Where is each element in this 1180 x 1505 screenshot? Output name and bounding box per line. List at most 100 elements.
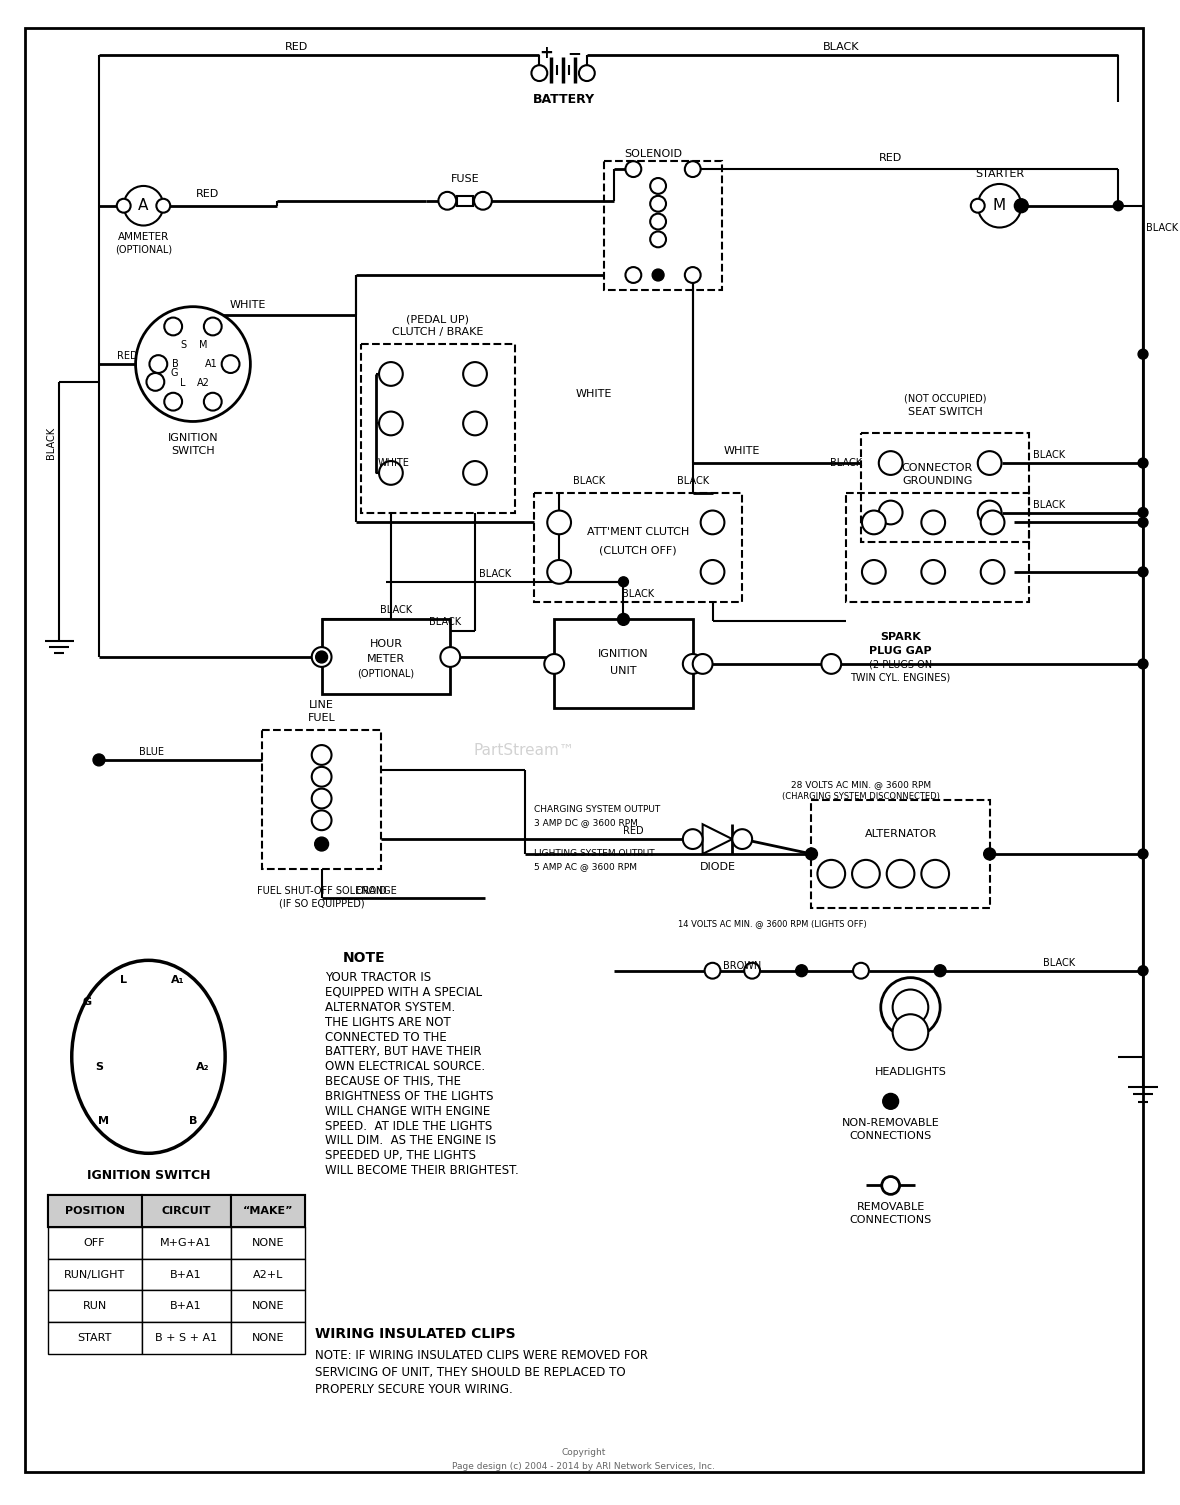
- Text: S: S: [181, 340, 186, 351]
- Bar: [47, 1321, 142, 1353]
- Text: POSITION: POSITION: [65, 1206, 124, 1216]
- Circle shape: [312, 768, 332, 787]
- Text: CHARGING SYSTEM OUTPUT: CHARGING SYSTEM OUTPUT: [535, 805, 661, 814]
- Bar: [230, 1195, 304, 1227]
- Text: PLUG GAP: PLUG GAP: [870, 646, 932, 656]
- Circle shape: [653, 269, 664, 281]
- Text: BLACK: BLACK: [1043, 957, 1075, 968]
- Text: WHITE: WHITE: [725, 445, 760, 456]
- Text: (CHARGING SYSTEM DISCONNECTED): (CHARGING SYSTEM DISCONNECTED): [782, 792, 940, 801]
- Text: 14 VOLTS AC MIN. @ 3600 RPM (LIGHTS OFF): 14 VOLTS AC MIN. @ 3600 RPM (LIGHTS OFF): [677, 918, 866, 927]
- Circle shape: [204, 318, 222, 336]
- Circle shape: [316, 652, 328, 662]
- Text: PROPERLY SECURE YOUR WIRING.: PROPERLY SECURE YOUR WIRING.: [315, 1383, 512, 1395]
- Circle shape: [474, 191, 492, 209]
- Text: STARTER: STARTER: [975, 169, 1024, 179]
- Text: WILL CHANGE WITH ENGINE: WILL CHANGE WITH ENGINE: [324, 1105, 490, 1118]
- Text: Page design (c) 2004 - 2014 by ARI Network Services, Inc.: Page design (c) 2004 - 2014 by ARI Netwo…: [452, 1461, 715, 1470]
- Circle shape: [93, 754, 105, 766]
- Bar: [861, 433, 1029, 542]
- Text: WHITE: WHITE: [378, 458, 409, 468]
- Circle shape: [701, 560, 725, 584]
- Bar: [230, 1290, 304, 1321]
- Text: TWIN CYL. ENGINES): TWIN CYL. ENGINES): [851, 673, 951, 683]
- Circle shape: [618, 576, 629, 587]
- Text: FUSE: FUSE: [451, 175, 479, 184]
- Text: B: B: [189, 1117, 197, 1126]
- Circle shape: [157, 199, 170, 212]
- Text: 3 AMP DC @ 3600 RPM: 3 AMP DC @ 3600 RPM: [535, 817, 638, 826]
- Circle shape: [880, 978, 940, 1037]
- Text: BLACK: BLACK: [1146, 223, 1178, 232]
- Circle shape: [440, 647, 460, 667]
- Text: 5 AMP AC @ 3600 RPM: 5 AMP AC @ 3600 RPM: [535, 862, 637, 871]
- Text: BLACK: BLACK: [430, 617, 461, 628]
- Circle shape: [379, 461, 402, 485]
- Text: BROWN: BROWN: [723, 960, 761, 971]
- Text: SOLENOID: SOLENOID: [624, 149, 682, 160]
- Circle shape: [463, 363, 487, 385]
- Circle shape: [861, 510, 886, 534]
- Circle shape: [379, 411, 402, 435]
- Circle shape: [379, 363, 402, 385]
- Text: B + S + A1: B + S + A1: [155, 1333, 217, 1342]
- Text: L: L: [120, 975, 127, 984]
- Text: BATTERY, BUT HAVE THEIR: BATTERY, BUT HAVE THEIR: [324, 1046, 481, 1058]
- Text: (OPTIONAL): (OPTIONAL): [358, 668, 414, 679]
- Bar: [47, 1258, 142, 1290]
- Text: HEADLIGHTS: HEADLIGHTS: [874, 1067, 946, 1076]
- Circle shape: [164, 393, 182, 411]
- Text: SERVICING OF UNIT, THEY SHOULD BE REPLACED TO: SERVICING OF UNIT, THEY SHOULD BE REPLAC…: [315, 1367, 625, 1379]
- Text: (CLUTCH OFF): (CLUTCH OFF): [599, 545, 677, 555]
- Circle shape: [935, 965, 946, 977]
- Text: M: M: [992, 199, 1007, 214]
- Text: RED: RED: [623, 826, 643, 837]
- Circle shape: [150, 355, 168, 373]
- Text: BATTERY: BATTERY: [533, 93, 595, 107]
- Circle shape: [1015, 199, 1028, 212]
- Bar: [142, 1321, 230, 1353]
- Circle shape: [704, 963, 721, 978]
- Text: METER: METER: [367, 655, 405, 664]
- Text: B: B: [172, 360, 179, 369]
- Circle shape: [879, 501, 903, 524]
- Bar: [361, 345, 514, 513]
- Circle shape: [625, 266, 641, 283]
- Text: BLACK: BLACK: [622, 588, 655, 599]
- Text: RUN: RUN: [83, 1302, 106, 1311]
- Circle shape: [531, 65, 548, 81]
- Text: REMOVABLE: REMOVABLE: [857, 1202, 925, 1212]
- Circle shape: [879, 452, 903, 476]
- Text: BLACK: BLACK: [676, 476, 709, 486]
- Circle shape: [312, 810, 332, 831]
- Circle shape: [625, 161, 641, 178]
- Text: THE LIGHTS ARE NOT: THE LIGHTS ARE NOT: [324, 1016, 451, 1029]
- Circle shape: [1138, 507, 1148, 518]
- Circle shape: [795, 965, 807, 977]
- Text: G: G: [170, 369, 178, 378]
- Circle shape: [548, 510, 571, 534]
- Text: BLACK: BLACK: [1032, 450, 1066, 461]
- Bar: [262, 730, 381, 868]
- Circle shape: [146, 373, 164, 391]
- Circle shape: [1138, 349, 1148, 360]
- Circle shape: [852, 859, 880, 888]
- Circle shape: [164, 318, 182, 336]
- Text: SEAT SWITCH: SEAT SWITCH: [907, 406, 983, 417]
- Circle shape: [222, 355, 240, 373]
- Text: A2+L: A2+L: [253, 1270, 283, 1279]
- Text: NOTE: NOTE: [343, 951, 386, 965]
- Text: UNIT: UNIT: [610, 665, 637, 676]
- Text: ORANGE: ORANGE: [355, 885, 396, 895]
- Text: M+G+A1: M+G+A1: [160, 1237, 212, 1248]
- Text: HOUR: HOUR: [369, 640, 402, 649]
- Text: M: M: [198, 340, 208, 351]
- Text: A₁: A₁: [171, 975, 185, 984]
- Text: CONNECTIONS: CONNECTIONS: [850, 1215, 932, 1225]
- Bar: [230, 1321, 304, 1353]
- Circle shape: [617, 614, 629, 626]
- Bar: [230, 1227, 304, 1258]
- Circle shape: [579, 65, 595, 81]
- Text: (NOT OCCUPIED): (NOT OCCUPIED): [904, 394, 986, 403]
- Circle shape: [650, 178, 666, 194]
